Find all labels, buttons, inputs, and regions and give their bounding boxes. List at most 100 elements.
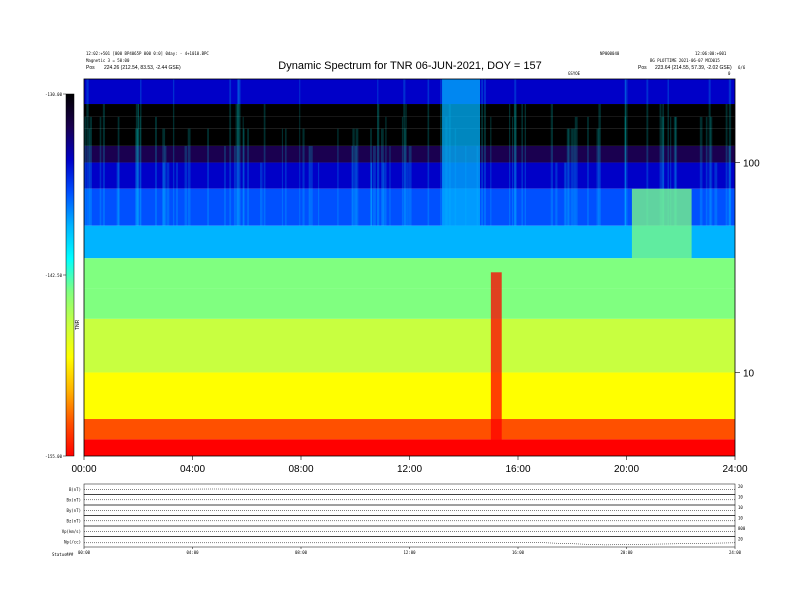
panel-frame (83, 536, 736, 548)
spectrum-texture (154, 116, 157, 226)
spectrum-texture (555, 162, 558, 226)
x-tick-label: 12:00 (397, 464, 422, 475)
panel-series-line (84, 542, 736, 546)
spectrum-texture (135, 104, 139, 226)
spectrum-band (84, 318, 735, 373)
spectrum-texture (140, 79, 142, 226)
spectrum-band (84, 439, 735, 456)
spectrum-texture (88, 128, 91, 226)
spectrum-texture (570, 128, 573, 226)
spectrum-texture (514, 79, 517, 226)
panel-x-tick-label: 04:00 (186, 550, 199, 555)
panel-frame (83, 483, 736, 495)
spectrum-texture (673, 116, 676, 226)
spectrum-texture (162, 162, 165, 226)
colorbar-tick-label: -130.00 (45, 92, 62, 97)
spectrum-texture (550, 104, 554, 226)
x-tick-label: 08:00 (288, 464, 313, 475)
spectrum-band (84, 145, 735, 163)
spectrum-texture (440, 79, 442, 226)
spectrum-texture (229, 79, 232, 226)
panel-right-label: 10 (738, 495, 743, 500)
spectrum-texture (299, 79, 301, 226)
spectrum-texture (572, 128, 576, 226)
spectrum-texture (137, 128, 139, 226)
panel-label: B(nT) (69, 487, 81, 492)
spectrum-texture (513, 104, 517, 226)
spectrum-texture (427, 79, 430, 226)
spectrum-texture (224, 145, 226, 226)
spectrum-band (84, 288, 735, 319)
panel-x-tick-label: 20:00 (620, 550, 633, 555)
spectrum-band (84, 116, 735, 129)
y-tick-label: 10 (743, 368, 755, 379)
spectrum-texture (237, 79, 240, 226)
top-left-pos-value: 224.26 (212.54, 83.53, -2.44 GSE) (104, 65, 181, 71)
top-left-pos-label: Pos (86, 65, 95, 71)
spectrum-texture (352, 128, 355, 226)
spectrum-texture (370, 128, 372, 226)
mid-tag: GSYOE (568, 71, 581, 76)
spectrum-texture (596, 128, 600, 226)
spectrum-texture (661, 116, 665, 226)
top-right-pos-value: 223.64 (214.55, 57.39, -2.02 GSE) (655, 65, 732, 71)
spectrum-texture (587, 116, 589, 226)
spectrum-texture (89, 116, 93, 226)
colorbar (65, 93, 75, 457)
spectrum-texture (646, 79, 649, 226)
top-left-line1: 12:02:+501 [000 BP4065P 000 0:0] 0day: -… (86, 51, 209, 56)
spectrum-texture (385, 116, 387, 226)
spectrum-texture (624, 79, 627, 226)
spectrum-texture (728, 79, 732, 226)
spectrum-texture (708, 79, 711, 226)
colorbar-tick-label: -142.50 (45, 273, 62, 278)
spectrum-texture (309, 145, 313, 226)
spectrum-texture (404, 128, 406, 226)
spectrum-texture (667, 79, 669, 226)
spectrum-texture (139, 116, 141, 226)
spectrum-texture (373, 145, 376, 226)
x-tick-label: 16:00 (505, 464, 530, 475)
spectrum-texture (302, 128, 305, 226)
spectrum-texture (521, 104, 523, 226)
spectrum-texture (408, 145, 412, 226)
spectrum-texture (176, 162, 178, 226)
spectrum-texture (207, 128, 209, 226)
spectrum-texture (377, 79, 379, 226)
spectrum-texture (377, 104, 380, 226)
spectrum-band (84, 258, 735, 289)
spectrum-texture (481, 79, 483, 226)
spectrum-band (84, 419, 735, 440)
spectrum-band (84, 128, 735, 146)
spectrum-texture (242, 128, 245, 226)
spectrum-texture (714, 162, 718, 226)
x-tick-label: 20:00 (614, 464, 639, 475)
colorbar-axis-title: TNR (75, 319, 81, 330)
spectrum-texture (247, 128, 249, 226)
spectrum-texture (102, 104, 105, 226)
panel-frame (83, 494, 736, 506)
spectrogram-plot (84, 79, 735, 456)
spectrum-texture (187, 128, 191, 226)
spectrum-texture (135, 128, 138, 226)
spectrum-texture (725, 104, 728, 226)
panel-x-tick-label: 16:00 (512, 550, 525, 555)
panel-label: Np(/cc) (64, 539, 81, 544)
status-value: ### (66, 552, 74, 557)
chart-title: Dynamic Spectrum for TNR 06-JUN-2021, DO… (278, 60, 541, 72)
spectrum-texture (508, 104, 511, 226)
status-label: Status (52, 552, 67, 557)
spectrum-texture (511, 116, 514, 226)
spectrum-texture (705, 116, 708, 226)
spectrum-texture (699, 116, 703, 226)
top-right-pos-label: Pos (638, 65, 647, 71)
spectrum-texture (567, 128, 570, 226)
spectrum-texture (490, 116, 492, 226)
spectrum-texture (317, 162, 320, 226)
panel-label: Bz(nT) (67, 518, 81, 523)
spectrum-band (84, 372, 735, 420)
spectrum-texture (337, 128, 339, 226)
spectrum-texture (598, 104, 601, 226)
spectrum-band (84, 225, 735, 259)
spectrum-texture (233, 145, 236, 226)
